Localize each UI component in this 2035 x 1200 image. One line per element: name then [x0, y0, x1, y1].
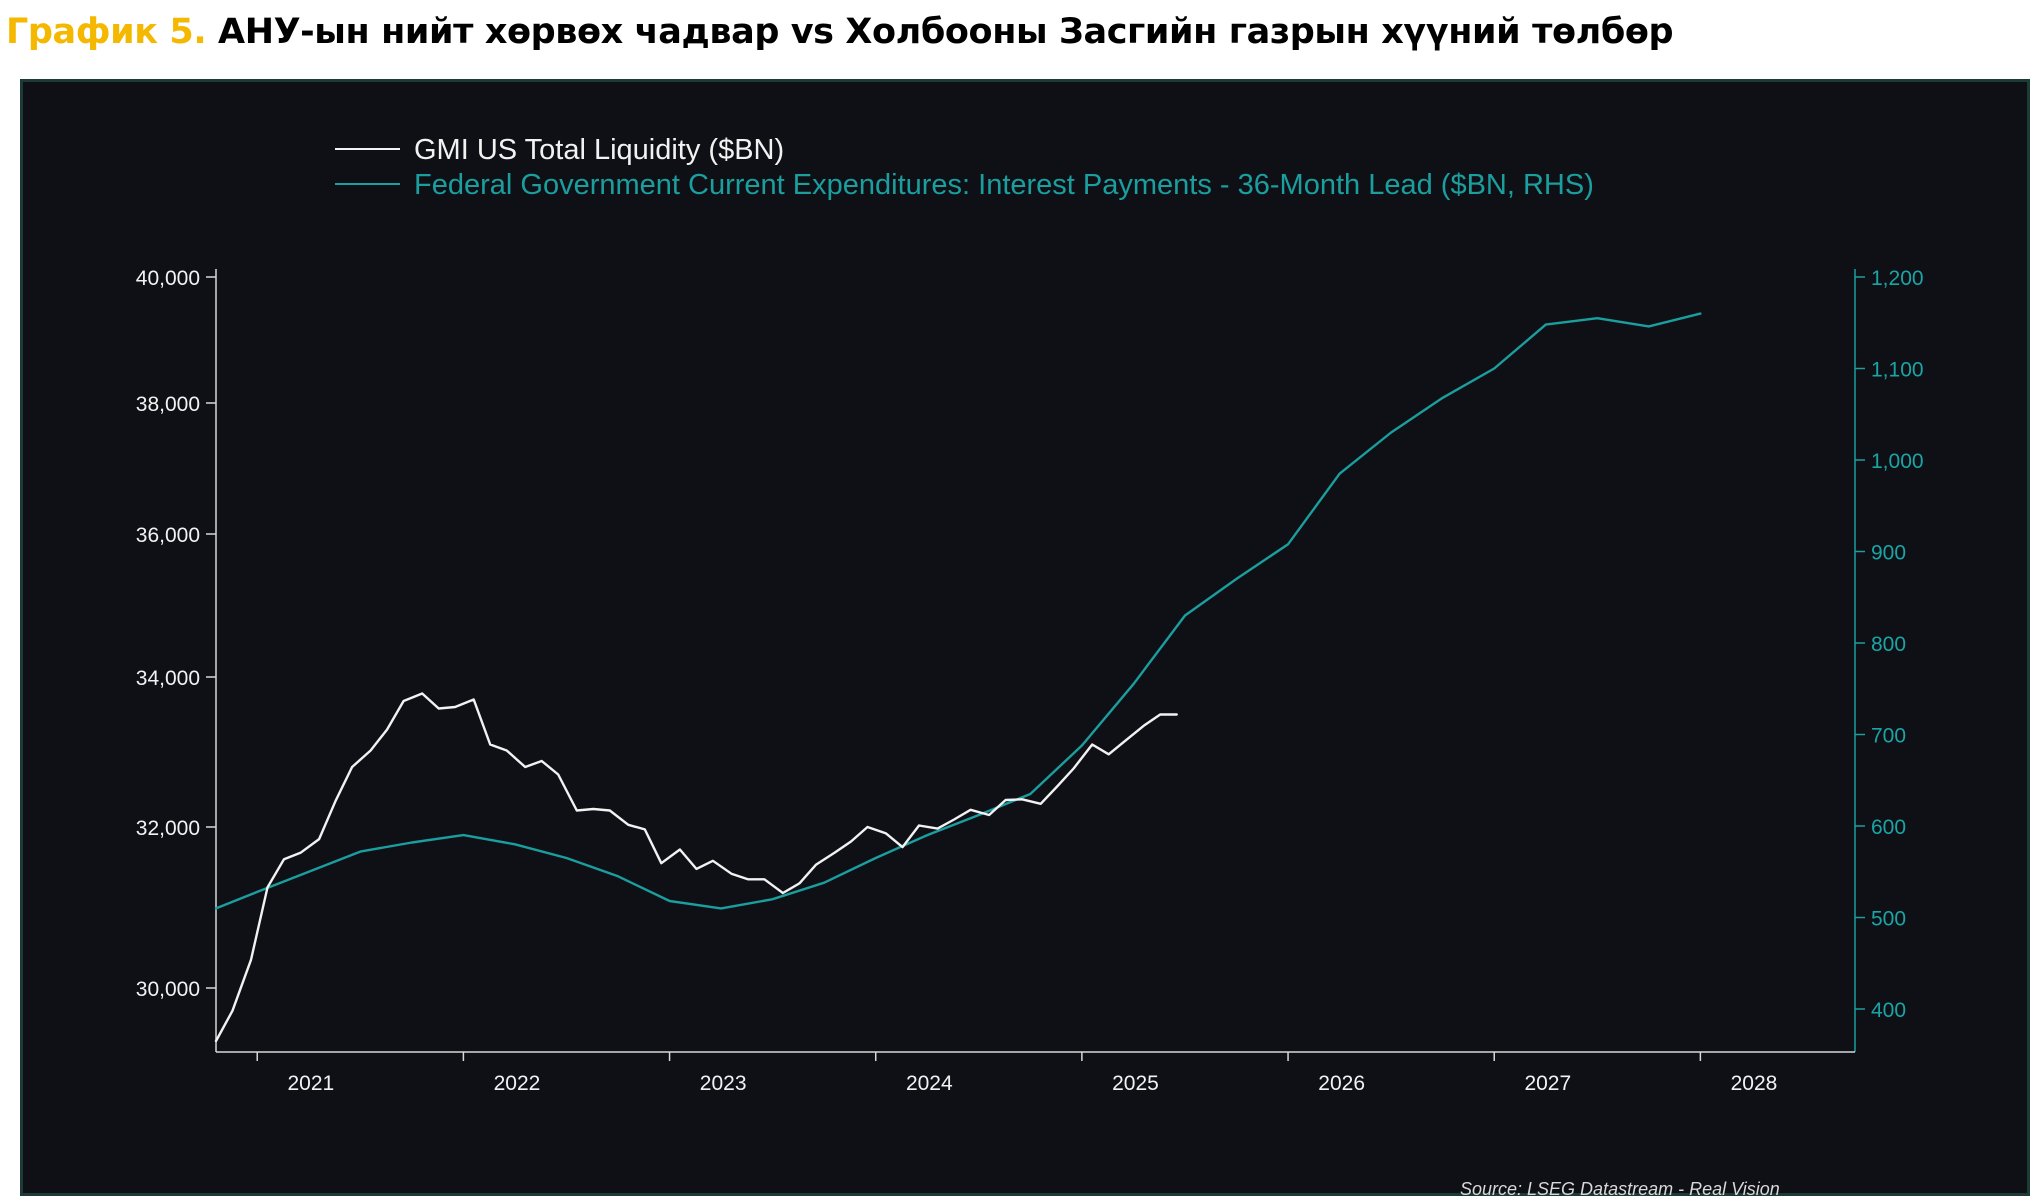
- right-axis-tick-label: 800: [1871, 633, 1906, 656]
- left-axis-tick-label: 34,000: [136, 667, 200, 690]
- left-axis-tick-label: 36,000: [136, 524, 200, 547]
- chart-panel: 30,000 32,000 34,000 36,000 38,000 40,000 400 5…: [20, 79, 2030, 1199]
- x-axis-tick-label: 2028: [1731, 1072, 1778, 1095]
- right-axis-tick-label: 400: [1871, 999, 1906, 1022]
- series-line-total-liquidity: [214, 692, 1178, 1043]
- page-title-prefix: График 5.: [6, 12, 207, 52]
- x-axis-tick-label: 2022: [494, 1072, 541, 1095]
- legend-label-total-liquidity: GMI US Total Liquidity ($BN): [414, 134, 784, 166]
- x-axis-tick-label: 2023: [700, 1072, 747, 1095]
- right-axis-tick-label: 1,200: [1871, 267, 1924, 290]
- x-axis-tick-label: 2027: [1524, 1072, 1571, 1095]
- x-axis-tick-label: 2026: [1318, 1072, 1365, 1095]
- left-axis-tick-label: 30,000: [136, 978, 200, 1001]
- left-axis-tick-label: 32,000: [136, 817, 200, 840]
- x-axis-tick-label: 2021: [287, 1072, 334, 1095]
- left-axis-tick-label: 40,000: [136, 267, 200, 290]
- right-axis-tick-label: 1,000: [1871, 450, 1924, 473]
- chart-canvas: 30,000 32,000 34,000 36,000 38,000 40,000 400 5…: [136, 134, 1924, 1095]
- series-line-interest-payments: [214, 312, 1702, 910]
- right-axis-tick-label: 700: [1871, 725, 1906, 748]
- page-title: График 5. АНУ-ын нийт хөрвөх чадвар vs Х…: [6, 4, 1674, 68]
- right-axis-tick-label: 500: [1871, 908, 1906, 931]
- page-title-main: АНУ-ын нийт хөрвөх чадвар vs Холбооны За…: [206, 12, 1674, 52]
- left-axis-tick-label: 38,000: [136, 393, 200, 416]
- source-note: Source: LSEG Datastream - Real Vision: [1460, 1179, 1780, 1199]
- legend-label-interest-payments: Federal Government Current Expenditures:…: [414, 169, 1594, 201]
- right-axis-tick-label: 900: [1871, 542, 1906, 565]
- x-axis-tick-label: 2024: [906, 1072, 953, 1095]
- right-axis-tick-label: 600: [1871, 816, 1906, 839]
- right-axis-tick-label: 1,100: [1871, 359, 1924, 382]
- x-axis-tick-label: 2025: [1112, 1072, 1159, 1095]
